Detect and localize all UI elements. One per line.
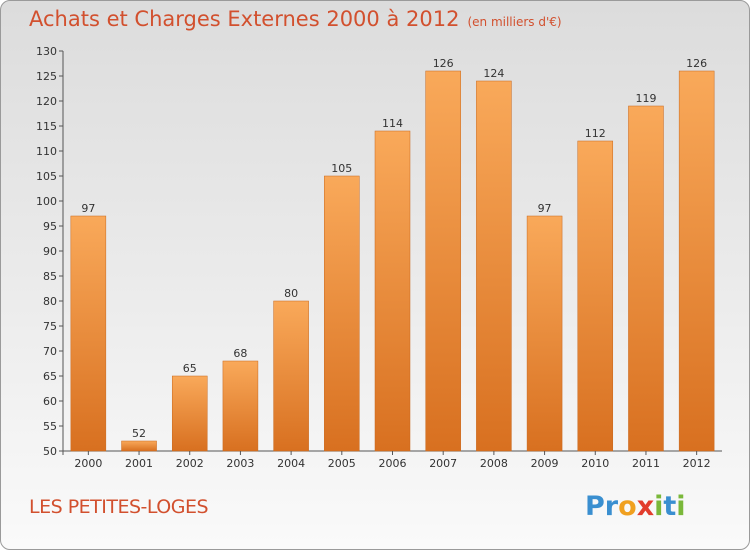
place-name: LES PETITES-LOGES	[29, 496, 209, 518]
bar-value-label: 105	[331, 162, 352, 175]
x-tick-label: 2008	[480, 457, 508, 470]
chart-title-text: Achats et Charges Externes 2000 à 2012	[29, 7, 460, 31]
x-tick-label: 2005	[328, 457, 356, 470]
y-tick-label: 130	[36, 45, 57, 58]
logo-letter: t	[663, 491, 677, 522]
x-tick-label: 2000	[74, 457, 102, 470]
x-tick-label: 2012	[683, 457, 711, 470]
y-tick-label: 65	[43, 370, 57, 383]
y-tick-label: 125	[36, 70, 57, 83]
bar	[121, 440, 157, 452]
x-tick-label: 2002	[176, 457, 204, 470]
x-tick-label: 2011	[632, 457, 660, 470]
bar	[476, 80, 512, 452]
bar	[678, 70, 715, 452]
y-tick-label: 120	[36, 95, 57, 108]
bar	[70, 215, 107, 452]
bar-value-label: 124	[483, 67, 504, 80]
y-tick-label: 115	[36, 120, 57, 133]
y-tick-label: 90	[43, 245, 57, 258]
x-tick-label: 2009	[531, 457, 559, 470]
x-tick-label: 2006	[379, 457, 407, 470]
bar-value-label: 68	[233, 347, 247, 360]
bar-value-label: 114	[382, 117, 403, 130]
bar-value-label: 52	[132, 427, 146, 440]
bar	[526, 215, 563, 452]
x-tick-label: 2007	[429, 457, 457, 470]
logo-letter: o	[618, 491, 637, 522]
bar	[374, 130, 411, 452]
proxiti-logo: Proxiti	[585, 491, 686, 522]
logo-letter: x	[636, 491, 655, 522]
y-tick-label: 100	[36, 195, 57, 208]
bar-value-label: 65	[183, 362, 197, 375]
x-tick-label: 2010	[581, 457, 609, 470]
bar-value-label: 97	[538, 202, 552, 215]
logo-letter: i	[676, 491, 686, 522]
logo-letter: r	[604, 491, 619, 522]
bar-value-label: 119	[635, 92, 656, 105]
bar	[425, 70, 461, 452]
bar-value-label: 80	[284, 287, 298, 300]
x-tick-label: 2004	[277, 457, 305, 470]
y-tick-label: 50	[43, 445, 57, 458]
y-tick-label: 110	[36, 145, 57, 158]
x-tick-label: 2003	[226, 457, 254, 470]
bar-value-label: 126	[686, 57, 707, 70]
y-tick-label: 75	[43, 320, 57, 333]
chart-title: Achats et Charges Externes 2000 à 2012 (e…	[29, 7, 562, 31]
y-tick-label: 105	[36, 170, 57, 183]
logo-letter: P	[585, 491, 605, 522]
bar	[628, 105, 664, 452]
bar	[171, 375, 208, 452]
bar	[273, 300, 309, 452]
x-tick-label: 2001	[125, 457, 153, 470]
bar	[577, 140, 614, 452]
chart-subtitle: (en milliers d'€)	[467, 15, 562, 29]
bar-value-label: 126	[433, 57, 454, 70]
bar	[222, 360, 259, 452]
bar-value-label: 112	[585, 127, 606, 140]
y-tick-label: 80	[43, 295, 57, 308]
bar	[324, 175, 360, 452]
y-tick-label: 60	[43, 395, 57, 408]
logo-letter: i	[654, 491, 664, 522]
y-tick-label: 55	[43, 420, 57, 433]
bar-value-label: 97	[81, 202, 95, 215]
y-tick-label: 85	[43, 270, 57, 283]
y-tick-label: 70	[43, 345, 57, 358]
y-tick-label: 95	[43, 220, 57, 233]
